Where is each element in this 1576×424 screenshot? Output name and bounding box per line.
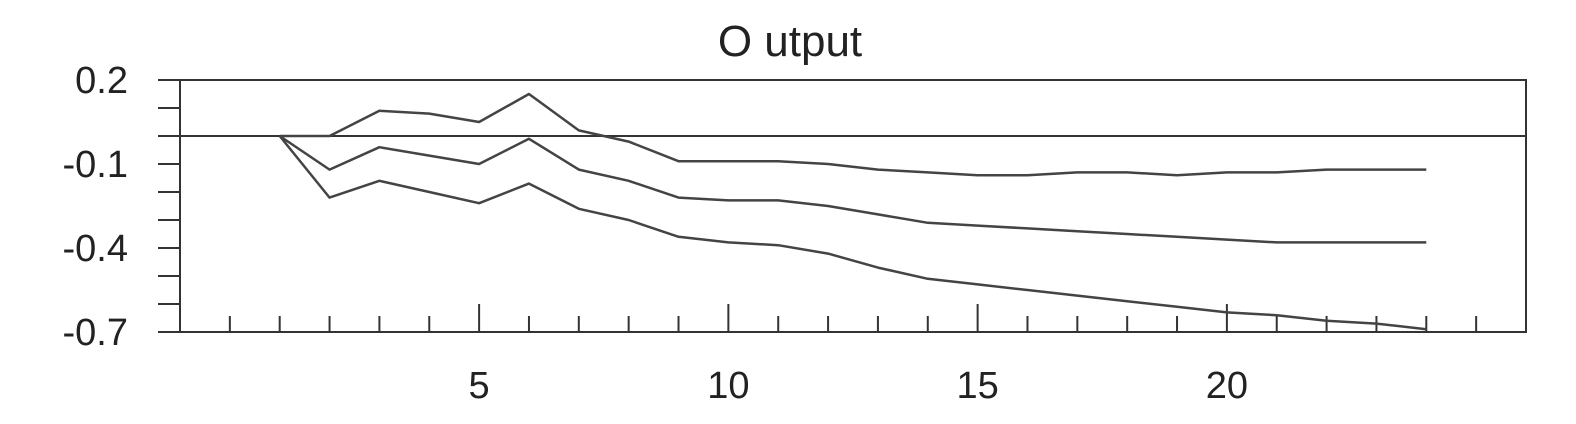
x-axis: 5 10 15 20 <box>228 304 1478 407</box>
series-line-1 <box>279 92 1427 177</box>
x-tick-label: 10 <box>707 365 749 407</box>
x-tick-label: 20 <box>1206 365 1248 407</box>
series-group <box>278 92 1427 331</box>
chart-title: O utput <box>718 17 862 66</box>
series-line-3 <box>278 135 1427 331</box>
x-tick-label: 5 <box>469 365 490 407</box>
plot-frame <box>179 79 1527 333</box>
series-line-2 <box>279 134 1427 244</box>
x-tick-label: 15 <box>956 365 998 407</box>
y-tick-label: -0.4 <box>63 228 128 270</box>
y-tick-label: 0.2 <box>75 60 128 102</box>
y-axis: 0.2 -0.1 -0.4 -0.7 <box>63 60 180 354</box>
y-tick-label: -0.7 <box>63 312 128 354</box>
y-tick-label: -0.1 <box>63 144 128 186</box>
